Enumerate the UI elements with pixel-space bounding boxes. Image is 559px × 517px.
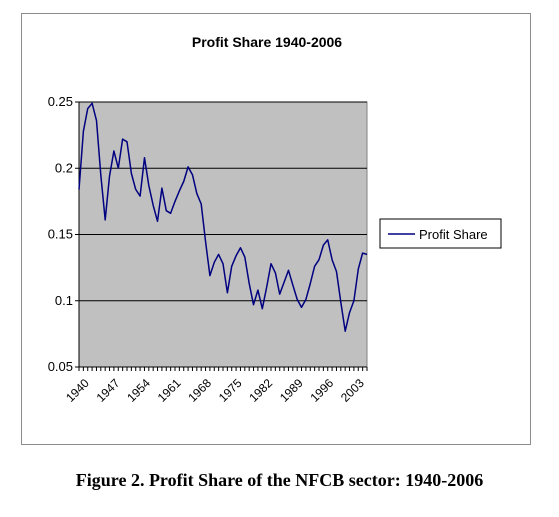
x-tick-label: 1996: [307, 376, 336, 405]
y-tick-label: 0.2: [55, 160, 73, 175]
y-axis-ticks: 0.05 0.1 0.15 0.2 0.25: [48, 94, 80, 374]
series-line-profit-share: [78, 102, 368, 332]
profit-share-chart: Profit Share 1940-2006 0.05 0.1 0.15 0.2 0.2…: [48, 34, 502, 405]
legend-label: Profit Share: [419, 227, 488, 242]
x-axis-ticks: 1940 1947 1954 1961 1968 1975 1982 1989 1996 2003: [63, 366, 368, 405]
x-tick-label: 1989: [277, 376, 306, 405]
y-tick-label: 0.15: [48, 227, 73, 242]
chart-title: Profit Share 1940-2006: [192, 34, 342, 50]
x-tick-label: 1947: [94, 376, 123, 405]
x-tick-label: 1961: [155, 376, 184, 405]
legend: Profit Share: [379, 218, 502, 249]
y-tick-label: 0.05: [48, 359, 73, 374]
x-tick-label: 1982: [246, 376, 275, 405]
x-tick-label: 1954: [124, 376, 153, 405]
x-tick-label: 1975: [216, 376, 245, 405]
x-tick-label: 1940: [63, 376, 92, 405]
y-tick-label: 0.25: [48, 94, 73, 109]
chart-frame: Profit Share 1940-2006 0.05 0.1 0.15 0.2 0.2…: [21, 13, 531, 445]
x-tick-label: 2003: [338, 376, 367, 405]
y-tick-label: 0.1: [55, 293, 73, 308]
series-layer: [78, 102, 368, 332]
x-tick-label: 1968: [185, 376, 214, 405]
figure-caption: Figure 2. Profit Share of the NFCB secto…: [75, 470, 484, 490]
